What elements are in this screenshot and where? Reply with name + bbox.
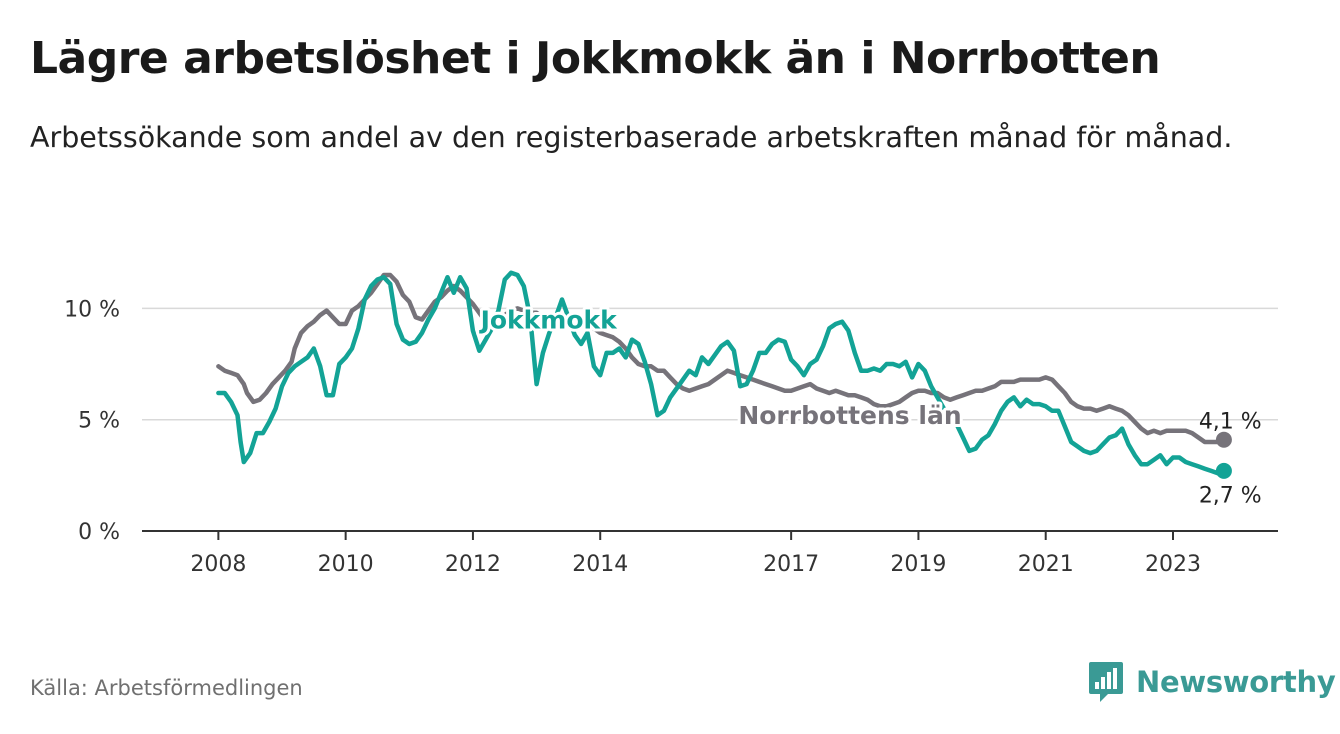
- series-label-norrbotten: Norrbottens län: [738, 401, 961, 430]
- x-tick-label: 2014: [572, 552, 628, 577]
- source-note: Källa: Arbetsförmedlingen: [30, 676, 303, 700]
- gridlines: 0 % 5 % 10 %: [64, 297, 1278, 545]
- series-line-jokkmokk: [216, 270, 1227, 476]
- brand: Newsworthy: [1088, 660, 1336, 704]
- end-value-jokkmokk: 2,7 %: [1199, 484, 1262, 509]
- series-line-norrbotten: [216, 272, 1227, 445]
- x-tick-label: 2019: [890, 552, 946, 577]
- chart-labels: Norrbottens län Jokkmokk 4,1 % 2,7 %: [476, 302, 1262, 509]
- x-tick-label: 2010: [318, 552, 374, 577]
- x-tick-label: 2021: [1018, 552, 1074, 577]
- y-tick-label: 10 %: [64, 297, 120, 322]
- series-lines: [216, 270, 1232, 479]
- chart-subtitle: Arbetssökande som andel av den registerb…: [30, 121, 1233, 154]
- x-tick-label: 2008: [190, 552, 246, 577]
- series-end-dot: [1215, 431, 1232, 448]
- y-tick-label: 5 %: [78, 409, 120, 434]
- brand-name: Newsworthy: [1136, 665, 1336, 699]
- x-axis: 2008 2010 2012 2014 2017 2019 2021 2023: [142, 530, 1278, 577]
- y-tick-label: 0 %: [78, 520, 120, 545]
- x-tick-label: 2012: [445, 552, 501, 577]
- x-tick-label: 2017: [763, 552, 819, 577]
- end-value-norrbotten: 4,1 %: [1199, 410, 1262, 435]
- chart-title: Lägre arbetslöshet i Jokkmokk än i Norrb…: [30, 33, 1161, 84]
- x-tick-label: 2023: [1145, 552, 1201, 577]
- series-label-jokkmokk: Jokkmokk: [479, 305, 619, 334]
- series-end-dot: [1215, 462, 1232, 479]
- newsworthy-logo-icon: [1089, 662, 1123, 702]
